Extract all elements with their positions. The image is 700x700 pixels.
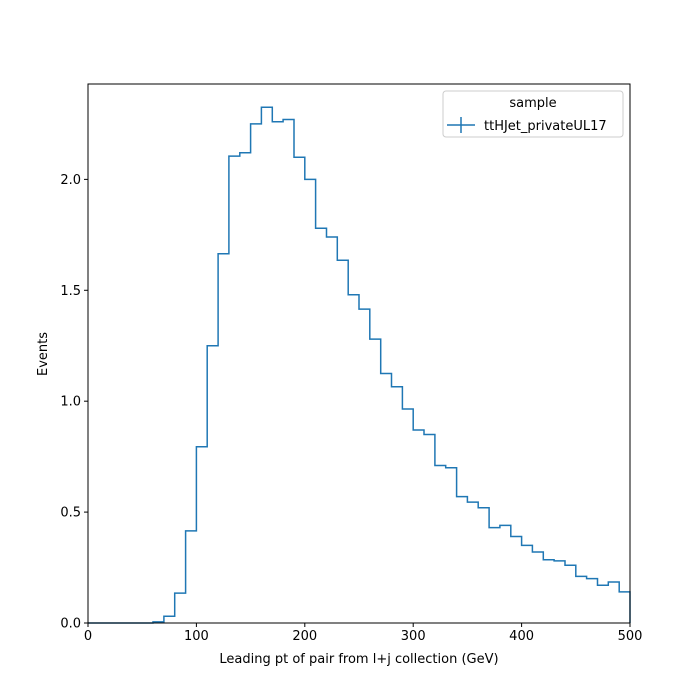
x-tick-label: 0 [84, 629, 92, 644]
x-tick-label: 100 [184, 629, 209, 644]
y-tick-label: 1.5 [60, 284, 81, 299]
y-tick-label: 0.0 [60, 617, 81, 632]
y-axis: 0.0 0.5 1.0 1.5 2.0 [60, 173, 88, 632]
legend-title: sample [509, 96, 556, 111]
x-axis-label: Leading pt of pair from l+j collection (… [219, 652, 498, 667]
legend: sample ttHJet_privateUL17 [442, 90, 624, 138]
histogram-series-0 [88, 106, 631, 624]
y-tick-label: 1.0 [60, 395, 81, 410]
legend-box [442, 90, 624, 138]
x-axis: 0 100 200 300 400 500 [84, 623, 643, 644]
axes-frame [87, 83, 631, 624]
x-tick-label: 300 [401, 629, 426, 644]
x-tick-label: 400 [509, 629, 534, 644]
plot-area [88, 106, 631, 624]
legend-entry-ttHJet: ttHJet_privateUL17 [484, 119, 607, 134]
x-tick-label: 200 [292, 629, 317, 644]
x-tick-label: 500 [618, 629, 643, 644]
y-tick-label: 0.5 [60, 506, 81, 521]
y-axis-label: Events [36, 332, 51, 376]
y-tick-label: 2.0 [60, 173, 81, 188]
